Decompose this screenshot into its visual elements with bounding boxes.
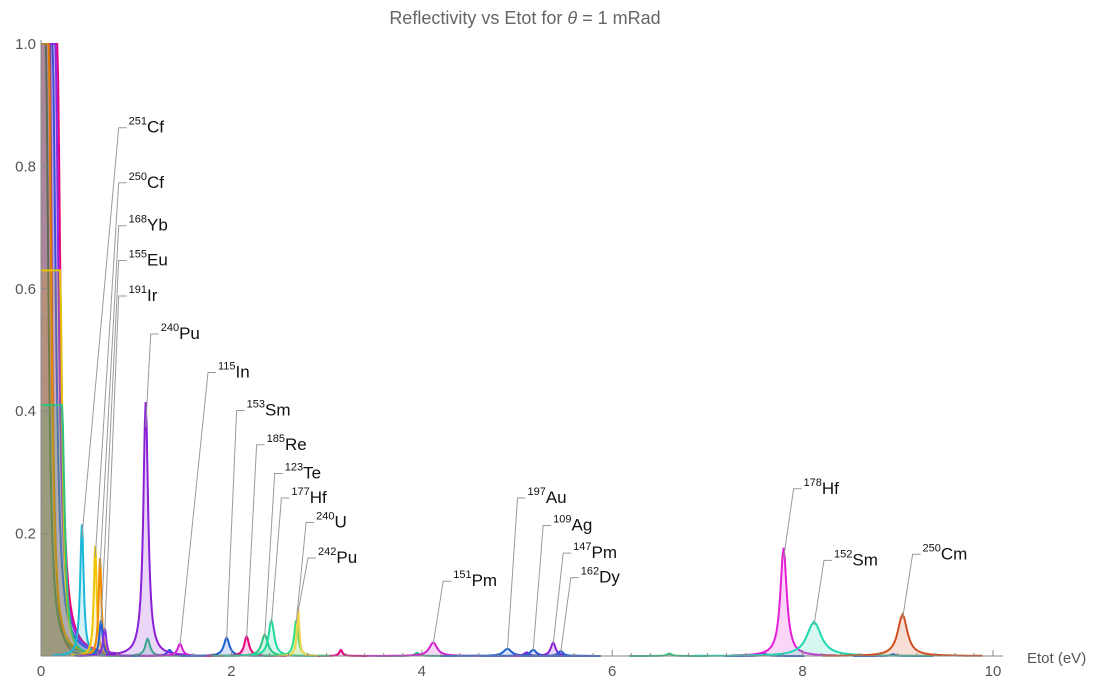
isotope-label: 191Ir [129,284,158,305]
peak-151pm-13-fill [366,642,500,656]
low-energy-curve-6-fill [41,405,118,656]
minor-peak-0-fill [107,638,188,656]
leader-line [100,260,127,625]
isotope-label: 177Hf [291,486,327,507]
isotope-label: 240Pu [161,322,200,343]
peak-168yb-2-fill [76,558,124,656]
peak-115in-6-fill [140,643,220,656]
leader-line [507,497,526,650]
low-energy-curve-1-fill [41,44,118,656]
leader-line [81,127,127,538]
isotope-label: 178Hf [804,477,840,498]
peak-242pu-12-fill [278,607,318,656]
peak-191ir-4-fill [78,628,132,656]
isotope-label: 162Dy [581,566,621,587]
chart-title: Reflectivity vs Etot for θ = 1 mRad [389,8,660,28]
peak-177hf-10-fill [224,620,318,656]
peak-197au-14-fill [440,648,575,656]
leader-line [783,488,802,559]
isotope-label: 115In [218,361,250,382]
isotope-label: 240U [316,510,347,531]
leader-line [532,525,552,651]
leader-line [432,580,452,644]
leader-line [94,182,127,557]
peak-152sm-19-fill [694,621,934,656]
y-tick-label: 0.4 [15,403,36,420]
leader-line [179,372,216,646]
low-energy-curve-3-fill [41,44,118,656]
peak-123te-9-fill [211,634,318,656]
leader-line [104,295,127,632]
peak-250cm-20-fill [822,614,983,656]
low-energy-curve-5-fill [41,270,118,656]
peak-240pu-5-fill [105,402,186,656]
leader-line [902,553,921,619]
peak-250cf-1-fill [71,545,120,656]
plot-area [41,43,983,657]
x-tick-label: 8 [798,663,806,680]
isotope-label: 250Cm [923,542,968,563]
y-tick-label: 1.0 [15,36,36,53]
isotope-label: 153Sm [247,398,291,419]
leader-line [226,410,245,640]
isotope-label: 168Yb [129,214,168,235]
peak-147pm-16-fill [513,642,594,656]
isotope-label: 250Cf [129,171,165,192]
x-tick-label: 2 [227,663,235,680]
leader-line [264,473,283,637]
isotope-label: 197Au [527,486,566,507]
peak-178hf-18-fill [730,547,837,656]
leader-line [552,552,572,644]
y-tick-label: 0.8 [15,158,36,175]
peak-185re-8-fill [206,636,287,656]
peak-155eu-3-fill [74,620,128,656]
leader-line [295,522,315,625]
x-tick-label: 0 [37,663,45,680]
isotope-label: 185Re [267,433,307,454]
axes: 0 2 4 6 8 10 0.2 0.4 0.6 0.8 1.0 [15,36,1003,680]
leader-line [270,497,290,625]
peak-240pu-5-line [105,401,186,656]
isotope-label: 151Pm [453,569,497,590]
peak-153sm-7-fill [180,637,274,656]
leader-line [145,333,159,428]
peak-251cf-0-fill [52,524,112,656]
isotope-label: 123Te [285,462,321,483]
leader-line [99,225,127,568]
y-tick-label: 0.6 [15,281,36,298]
leader-line [813,559,832,626]
isotope-label: 251Cf [129,116,165,137]
peak-251cf-0-line [52,524,112,657]
peak-109ag-15-fill [479,649,587,656]
y-tick-label: 0.2 [15,526,36,543]
minor-peak-2-fill [314,649,368,656]
x-tick-label: 6 [608,663,616,680]
isotope-label: 152Sm [834,548,878,569]
x-tick-label: 4 [418,663,426,680]
isotope-label: 109Ag [553,514,592,535]
x-tick-label: 10 [985,663,1002,680]
leader-line [560,577,579,652]
leader-line [297,557,316,612]
isotope-label: 155Eu [129,249,168,270]
x-axis-label: Etot (eV) [1027,650,1086,667]
isotope-label: 242Pu [318,546,357,567]
isotope-label: 147Pm [573,541,617,562]
low-energy-curve-4-fill [41,44,118,656]
leader-line [246,444,265,639]
peak-162dy-17-fill [520,651,601,656]
